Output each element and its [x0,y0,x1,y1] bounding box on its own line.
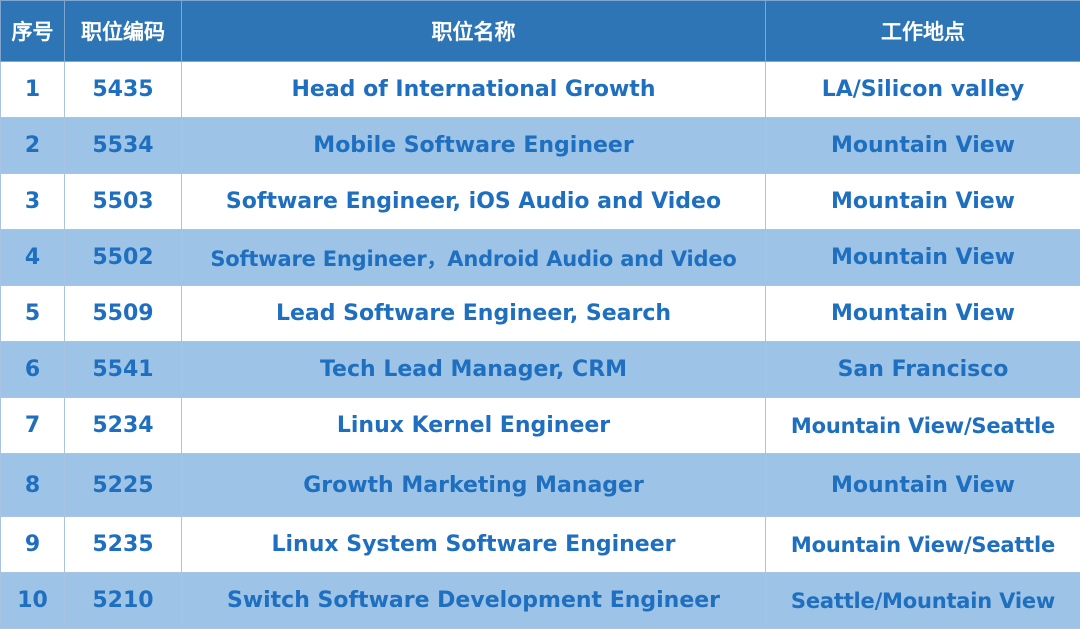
position-title-cell: Growth Marketing Manager [182,454,766,517]
table-row: 1 5435 Head of International Growth LA/S… [1,62,1080,118]
serial-number-cell: 5 [1,286,65,342]
position-code-cell: 5502 [65,230,182,286]
serial-number-cell: 9 [1,517,65,573]
work-location-cell: Mountain View [766,230,1080,286]
table-row: 3 5503 Software Engineer, iOS Audio and … [1,174,1080,230]
position-title-cell: Head of International Growth [182,62,766,118]
table-row: 7 5234 Linux Kernel Engineer Mountain Vi… [1,398,1080,454]
table-row: 9 5235 Linux System Software Engineer Mo… [1,517,1080,573]
position-code-cell: 5534 [65,118,182,174]
position-title-cell: Tech Lead Manager, CRM [182,342,766,398]
table-row: 2 5534 Mobile Software Engineer Mountain… [1,118,1080,174]
table-row: 8 5225 Growth Marketing Manager Mountain… [1,454,1080,517]
position-code-cell: 5509 [65,286,182,342]
serial-number-cell: 3 [1,174,65,230]
serial-number-cell: 1 [1,62,65,118]
table-row: 4 5502 Software Engineer，Android Audio a… [1,230,1080,286]
serial-number-cell: 10 [1,573,65,629]
position-code-cell: 5503 [65,174,182,230]
work-location-cell: Mountain View/Seattle [766,517,1080,573]
position-title-cell: Switch Software Development Engineer [182,573,766,629]
header-serial-number: 序号 [1,1,65,62]
position-code-cell: 5235 [65,517,182,573]
position-title-cell: Software Engineer，Android Audio and Vide… [182,230,766,286]
work-location-cell: LA/Silicon valley [766,62,1080,118]
table-header: 序号 职位编码 职位名称 工作地点 [1,1,1080,62]
position-code-cell: 5435 [65,62,182,118]
work-location-cell: Mountain View [766,118,1080,174]
work-location-cell: Seattle/Mountain View [766,573,1080,629]
position-code-cell: 5234 [65,398,182,454]
serial-number-cell: 6 [1,342,65,398]
header-row: 序号 职位编码 职位名称 工作地点 [1,1,1080,62]
position-title-cell: Lead Software Engineer, Search [182,286,766,342]
serial-number-cell: 8 [1,454,65,517]
work-location-cell: Mountain View [766,286,1080,342]
header-position-title: 职位名称 [182,1,766,62]
work-location-cell: Mountain View [766,454,1080,517]
table-row: 6 5541 Tech Lead Manager, CRM San Franci… [1,342,1080,398]
work-location-cell: San Francisco [766,342,1080,398]
position-title-cell: Linux Kernel Engineer [182,398,766,454]
serial-number-cell: 4 [1,230,65,286]
header-work-location: 工作地点 [766,1,1080,62]
position-code-cell: 5225 [65,454,182,517]
table-body: 1 5435 Head of International Growth LA/S… [1,62,1080,629]
position-code-cell: 5541 [65,342,182,398]
work-location-cell: Mountain View [766,174,1080,230]
position-title-cell: Software Engineer, iOS Audio and Video [182,174,766,230]
serial-number-cell: 7 [1,398,65,454]
position-title-cell: Linux System Software Engineer [182,517,766,573]
table-row: 10 5210 Switch Software Development Engi… [1,573,1080,629]
serial-number-cell: 2 [1,118,65,174]
position-code-cell: 5210 [65,573,182,629]
position-title-cell: Mobile Software Engineer [182,118,766,174]
table-row: 5 5509 Lead Software Engineer, Search Mo… [1,286,1080,342]
header-position-code: 职位编码 [65,1,182,62]
work-location-cell: Mountain View/Seattle [766,398,1080,454]
